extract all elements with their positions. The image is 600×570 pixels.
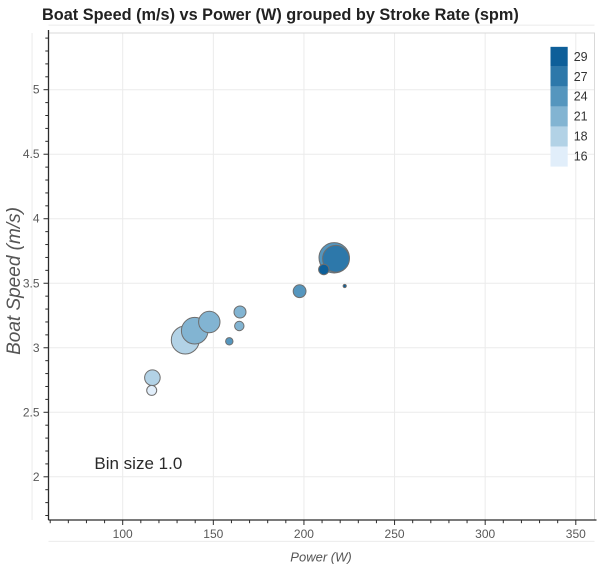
svg-text:3: 3 xyxy=(33,341,40,355)
svg-text:2.5: 2.5 xyxy=(23,405,40,419)
svg-text:250: 250 xyxy=(385,527,405,541)
svg-text:200: 200 xyxy=(294,527,314,541)
svg-text:2: 2 xyxy=(33,470,40,484)
svg-text:27: 27 xyxy=(574,70,588,84)
svg-text:29: 29 xyxy=(574,50,588,64)
svg-text:100: 100 xyxy=(113,527,133,541)
svg-text:4: 4 xyxy=(33,212,40,226)
svg-text:24: 24 xyxy=(574,90,588,104)
svg-text:150: 150 xyxy=(203,527,223,541)
svg-text:18: 18 xyxy=(574,130,588,144)
svg-text:16: 16 xyxy=(574,150,588,164)
svg-text:4.5: 4.5 xyxy=(23,147,40,161)
svg-text:350: 350 xyxy=(566,527,586,541)
svg-text:21: 21 xyxy=(574,110,588,124)
svg-text:300: 300 xyxy=(475,527,495,541)
svg-text:5: 5 xyxy=(33,83,40,97)
